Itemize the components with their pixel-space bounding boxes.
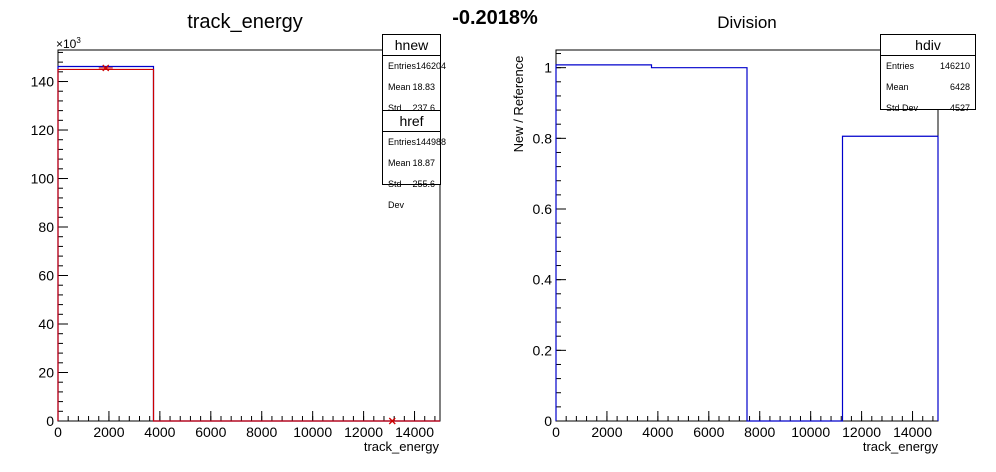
stats-row-mean: Mean 18.87 — [383, 153, 440, 174]
stats-row-entries: Entries 144988 — [383, 132, 446, 153]
exponent-power: 3 — [76, 36, 81, 45]
x-tick-label: 10000 — [293, 424, 332, 440]
stats-value: 18.87 — [412, 158, 435, 168]
data-marker — [98, 64, 113, 72]
stats-label: Mean — [886, 82, 909, 92]
x-tick-label: 2000 — [591, 424, 622, 440]
stats-value: 146204 — [416, 61, 447, 71]
left-plot-title: track_energy — [187, 11, 303, 33]
stats-value: 237.6 — [412, 103, 435, 113]
y-tick-label: 20 — [38, 365, 54, 381]
x-tick-label: 8000 — [246, 424, 277, 440]
x-tick-label: 0 — [54, 424, 62, 440]
stats-title: hdiv — [881, 35, 975, 56]
stats-row-std-dev: Std Dev 255.6 — [383, 174, 440, 210]
stats-label: Entries — [388, 61, 417, 71]
exponent-base: ×10 — [56, 37, 77, 51]
y-tick-label: 0.4 — [533, 272, 553, 288]
y-tick-label: 140 — [31, 74, 55, 90]
data-marker — [385, 417, 400, 425]
x-tick-label: 10000 — [791, 424, 830, 440]
diff-percentage: -0.2018% — [452, 7, 538, 29]
series-href — [57, 68, 440, 422]
y-tick-label: 0 — [46, 413, 54, 429]
stats-value: 6428 — [949, 82, 970, 92]
y-tick-label: 0.6 — [533, 201, 553, 217]
x-tick-label: 14000 — [395, 424, 434, 440]
x-tick-label: 8000 — [744, 424, 775, 440]
stats-value: 4527 — [949, 103, 970, 113]
x-tick-label: 14000 — [893, 424, 932, 440]
stats-label: Entries — [388, 137, 417, 147]
y-tick-label: 80 — [38, 219, 54, 235]
left-x-axis-label: track_energy — [364, 439, 440, 454]
x-tick-label: 4000 — [144, 424, 175, 440]
y-tick-label: 100 — [31, 171, 55, 187]
stats-box-hnew: hnew Entries 146204 Mean 18.83 Std Dev 2… — [382, 34, 446, 134]
stats-title: href — [383, 111, 440, 132]
x-tick-label: 12000 — [842, 424, 881, 440]
stats-label: Entries — [886, 61, 915, 71]
stats-value: 18.83 — [412, 82, 435, 92]
stats-box-hdiv: hdiv Entries 146210 Mean 6428 Std Dev 45… — [880, 34, 976, 113]
left-plot-area: 0 2000 4000 6000 8000 10000 12000 14000 0 20 40 60 8… — [31, 49, 441, 440]
y-tick-label: 40 — [38, 316, 54, 332]
x-tick-label: 12000 — [344, 424, 383, 440]
y-tick-label: 0.2 — [533, 342, 553, 358]
x-tick-label: 0 — [552, 424, 560, 440]
stats-label: Mean — [388, 82, 411, 92]
y-tick-label: 120 — [31, 122, 55, 138]
x-tick-label: 4000 — [642, 424, 673, 440]
series-hdiv — [555, 64, 939, 422]
stats-label: Std Dev — [388, 179, 405, 210]
stats-value: 144988 — [416, 137, 447, 147]
stats-row-entries: Entries 146204 — [383, 56, 446, 77]
stats-label: Mean — [388, 158, 411, 168]
stats-value: 255.6 — [412, 179, 435, 189]
x-tick-label: 2000 — [93, 424, 124, 440]
x-tick-label: 6000 — [693, 424, 724, 440]
stats-box-href: href Entries 144988 Mean 18.87 Std Dev 2… — [382, 110, 446, 210]
right-plot-title: Division — [717, 13, 777, 32]
stats-row-mean: Mean 18.83 — [383, 77, 440, 98]
left-y-exponent: ×103 — [56, 36, 81, 51]
right-plot-area: 0 2000 4000 6000 8000 10000 12000 14000 0 0.2 0.4 0… — [533, 49, 939, 440]
y-tick-label: 0 — [544, 413, 552, 429]
right-x-axis-label: track_energy — [863, 439, 939, 454]
stats-value: 146210 — [939, 61, 970, 71]
stats-row-mean: Mean 6428 — [881, 77, 975, 98]
y-tick-label: 60 — [38, 268, 54, 284]
stats-label: Std Dev — [886, 103, 919, 113]
stats-row-std-dev: Std Dev 4527 — [881, 98, 975, 119]
y-tick-label: 0.8 — [533, 130, 553, 146]
x-tick-label: 6000 — [195, 424, 226, 440]
stats-title: hnew — [383, 35, 440, 56]
right-y-axis-label: New / Reference — [511, 56, 526, 153]
y-tick-label: 1 — [544, 60, 552, 76]
stats-row-entries: Entries 146210 — [881, 56, 975, 77]
